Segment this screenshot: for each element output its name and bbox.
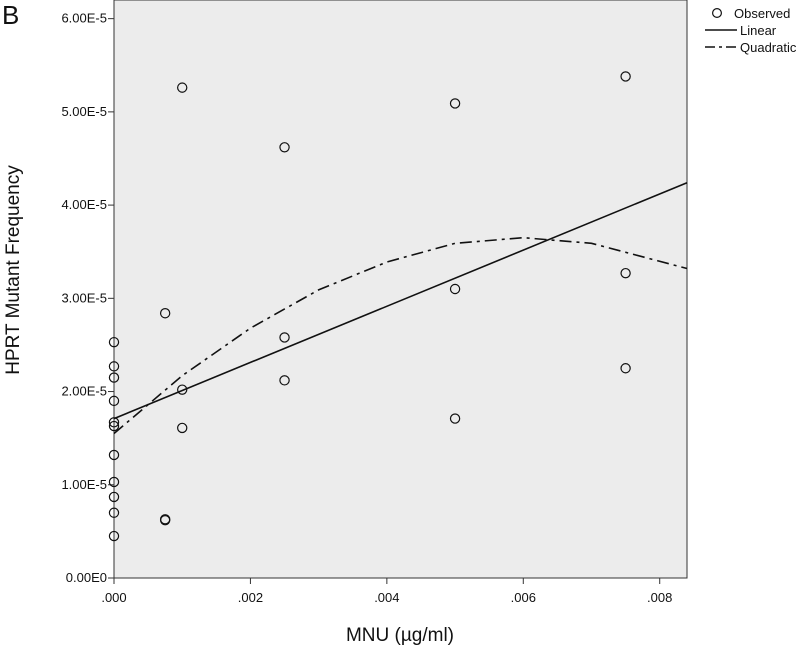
legend: Observed Linear Quadratic [705, 6, 797, 55]
x-tick-label: .004 [374, 590, 399, 605]
observed-point [177, 422, 188, 434]
x-tick-label: .006 [511, 590, 536, 605]
observed-point [279, 142, 290, 153]
observed-point [620, 267, 631, 279]
y-axis: 0.00E0 1.00E-5 2.00E-5 3.00E-5 4.00E-5 5.00E-… [61, 11, 114, 585]
observed-point [449, 413, 461, 424]
linear-fit-line [113, 181, 688, 420]
observed-point [279, 375, 290, 386]
x-axis-title: MNU (µg/ml) [346, 625, 454, 646]
y-tick-label: 5.00E-5 [61, 104, 107, 119]
observed-point [108, 476, 120, 488]
y-tick-label: 2.00E-5 [61, 384, 107, 399]
observed-point [159, 515, 171, 526]
observed-point [279, 332, 290, 343]
observed-point [108, 420, 120, 432]
y-tick-label: 1.00E-5 [61, 477, 107, 492]
observed-point [108, 491, 120, 503]
plot-area [113, 0, 688, 579]
x-tick-label: .002 [238, 590, 263, 605]
y-tick-label: 6.00E-5 [61, 11, 107, 26]
observed-point [449, 283, 461, 295]
observed-point [620, 71, 631, 82]
observed-point [449, 98, 461, 109]
observed-point [108, 530, 120, 542]
observed-point [108, 449, 120, 461]
observed-point [108, 361, 120, 372]
fit-lines [113, 181, 688, 435]
legend-label: Quadratic [740, 40, 797, 55]
quadratic-fit-line [113, 236, 688, 435]
observed-point [108, 372, 120, 383]
y-tick-label: 3.00E-5 [61, 290, 107, 305]
y-axis-title: HPRT Mutant Frequency [3, 165, 24, 375]
observed-point [108, 507, 120, 518]
observed-point [108, 395, 120, 407]
observed-point [108, 336, 120, 348]
observed-point [108, 417, 120, 428]
observed-points [108, 71, 631, 542]
x-tick-label: .008 [647, 590, 672, 605]
panel-label: B [2, 0, 20, 30]
observed-point [159, 308, 171, 319]
x-tick-label: .000 [101, 590, 126, 605]
legend-label: Observed [734, 6, 790, 21]
x-axis: .000 .002 .004 .006 .008 [101, 578, 672, 605]
y-tick-label: 4.00E-5 [61, 197, 107, 212]
y-tick-label: 0.00E0 [66, 570, 107, 585]
legend-observed-marker [711, 8, 722, 19]
observed-point [177, 384, 188, 395]
observed-point [177, 82, 188, 93]
legend-label: Linear [740, 23, 777, 38]
observed-point [620, 363, 631, 374]
